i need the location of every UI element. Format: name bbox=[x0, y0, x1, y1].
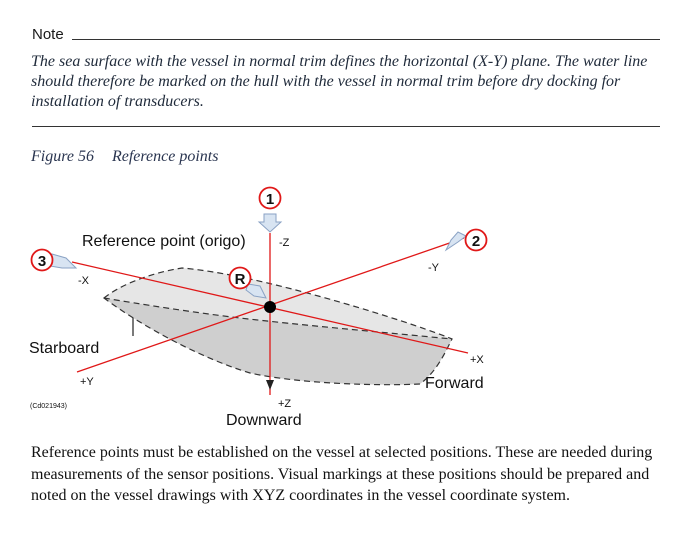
note-text: The sea surface with the vessel in norma… bbox=[31, 53, 648, 110]
note-label: Note bbox=[32, 26, 64, 43]
hull-deck-edge bbox=[103, 297, 453, 340]
reference-points-diagram: 1 2 3 R Reference point (origo) -Z -X -Y… bbox=[29, 186, 488, 429]
minus-y-label: -Y bbox=[428, 262, 440, 274]
downward-label: Downward bbox=[226, 412, 302, 429]
marker-1-label: 1 bbox=[266, 191, 274, 208]
figure-number: Figure 56 bbox=[31, 148, 94, 165]
minus-z-label: -Z bbox=[279, 237, 290, 249]
hull-deck bbox=[104, 268, 452, 339]
marker-r-icon: R bbox=[228, 266, 267, 299]
note-rule bbox=[71, 39, 660, 40]
origin-point bbox=[264, 301, 276, 313]
note-header: Note bbox=[32, 20, 660, 42]
note-bottom-rule bbox=[32, 126, 660, 127]
starboard-label: Starboard bbox=[29, 340, 99, 357]
marker-2-label: 2 bbox=[472, 233, 480, 250]
plus-x-label: +X bbox=[470, 354, 484, 366]
reference-point-label: Reference point (origo) bbox=[82, 233, 246, 250]
z-arrow-head bbox=[266, 380, 274, 390]
body-paragraph: Reference points must be established on … bbox=[31, 444, 653, 504]
marker-3-label: 3 bbox=[38, 253, 46, 270]
figure-title: Reference points bbox=[111, 148, 219, 165]
plus-y-label: +Y bbox=[80, 376, 94, 388]
figure-caption: Figure 56 Reference points bbox=[31, 148, 218, 166]
marker-r-label: R bbox=[235, 271, 246, 288]
marker-3-icon: 3 bbox=[30, 248, 78, 272]
marker-1-icon: 1 bbox=[257, 186, 283, 233]
doc-id-label: (Cd021943) bbox=[30, 403, 67, 410]
plus-z-label: +Z bbox=[278, 398, 291, 410]
minus-x-label: -X bbox=[78, 275, 90, 287]
forward-label: Forward bbox=[425, 375, 484, 392]
marker-2-icon: 2 bbox=[444, 228, 488, 252]
hull-side bbox=[104, 298, 452, 385]
